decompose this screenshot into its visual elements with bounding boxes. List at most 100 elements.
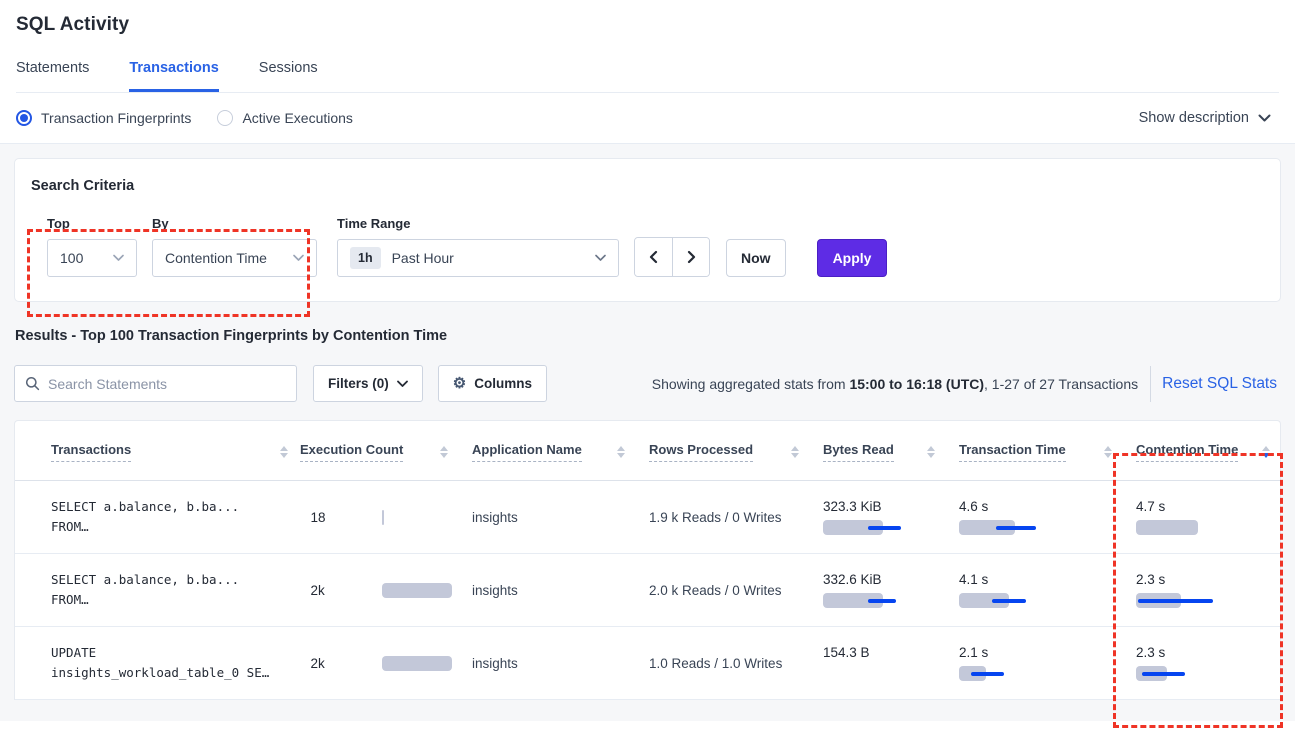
top-select[interactable]: 100	[47, 239, 137, 277]
column-header-label: Rows Processed	[649, 442, 754, 462]
bytes-read-cell: 154.3 B	[823, 645, 959, 681]
transaction-time-cell-value: 2.1 s	[959, 645, 989, 660]
view-mode-radios: Transaction Fingerprints Active Execution…	[16, 110, 353, 126]
now-button[interactable]: Now	[726, 239, 786, 277]
columns-label: Columns	[474, 376, 532, 391]
columns-button[interactable]: ⚙ Columns	[437, 365, 547, 402]
show-description-toggle[interactable]: Show description	[1139, 110, 1271, 126]
sort-up-icon	[1262, 446, 1270, 451]
tab-bar: Statements Transactions Sessions	[16, 60, 1279, 93]
contention-time-cell: 2.3 s	[1136, 645, 1280, 681]
search-icon	[25, 376, 40, 391]
transaction-fingerprint-link[interactable]: SELECT a.balance, b.ba... FROM…	[51, 497, 300, 537]
distribution-bar	[1136, 519, 1236, 535]
table-header-row: Transactions Execution Count Application N…	[15, 421, 1280, 481]
contention-time-cell-value: 4.7 s	[1136, 499, 1166, 514]
view-toggle-row: Transaction Fingerprints Active Execution…	[0, 93, 1295, 144]
execution-count-cell: 2k	[300, 655, 472, 671]
distribution-bar	[381, 509, 462, 525]
radio-circle-icon	[16, 110, 32, 126]
time-range-badge: 1h	[350, 247, 381, 269]
search-statements-input[interactable]	[48, 375, 286, 392]
column-header-transaction-time[interactable]: Transaction Time	[959, 421, 1136, 480]
distribution-bar	[1136, 665, 1236, 681]
chevron-down-icon	[396, 380, 408, 387]
top-select-value: 100	[60, 250, 84, 266]
sort-down-icon	[927, 453, 935, 458]
query-line: FROM…	[51, 592, 89, 607]
transaction-fingerprint-link[interactable]: UPDATE insights_workload_table_0 SE…	[51, 643, 300, 683]
chevron-down-icon	[113, 254, 124, 261]
table-row: SELECT a.balance, b.ba... FROM… 18 insights…	[15, 481, 1280, 554]
radio-transaction-fingerprints[interactable]: Transaction Fingerprints	[16, 110, 191, 126]
column-header-contention-time[interactable]: Contention Time	[1136, 421, 1280, 480]
time-range-label: Time Range	[337, 216, 411, 231]
page-content: Search Criteria Top 100 By Contention Ti…	[0, 144, 1295, 721]
bar-mean	[1136, 520, 1198, 535]
sort-up-icon	[440, 446, 448, 451]
sort-up-icon	[927, 446, 935, 451]
tab-sessions[interactable]: Sessions	[258, 60, 318, 76]
column-header-label: Contention Time	[1136, 442, 1239, 462]
bar-stddev	[971, 672, 1004, 676]
execution-count-cell: 18	[300, 509, 472, 525]
rows-processed-cell: 1.9 k Reads / 0 Writes	[649, 509, 782, 525]
query-line: SELECT a.balance, b.ba...	[51, 499, 240, 514]
distribution-bar	[959, 665, 1059, 681]
query-line: insights_workload_table_0 SE…	[51, 665, 270, 680]
table-body: SELECT a.balance, b.ba... FROM… 18 insights…	[15, 481, 1280, 700]
search-statements-box	[14, 365, 297, 402]
column-header-label: Application Name	[472, 442, 582, 462]
distribution-bar	[381, 655, 462, 671]
column-header-bytes-read[interactable]: Bytes Read	[823, 421, 959, 480]
time-prev-button[interactable]	[635, 238, 672, 276]
bar-mean	[381, 656, 452, 671]
bar-stddev	[1142, 672, 1185, 676]
distribution-bar	[1136, 592, 1236, 608]
apply-button[interactable]: Apply	[816, 239, 888, 277]
aggregated-stats-text: Showing aggregated stats from 15:00 to 1…	[651, 375, 1139, 392]
tab-transactions[interactable]: Transactions	[129, 60, 219, 92]
bytes-read-cell: 323.3 KiB	[823, 499, 959, 535]
sort-icon	[1104, 446, 1112, 458]
contention-time-cell-value: 2.3 s	[1136, 645, 1166, 660]
contention-time-cell: 2.3 s	[1136, 572, 1280, 608]
column-header-rows-processed[interactable]: Rows Processed	[649, 421, 823, 480]
by-select-value: Contention Time	[165, 250, 267, 266]
transaction-fingerprint-link[interactable]: SELECT a.balance, b.ba... FROM…	[51, 570, 300, 610]
chevron-right-icon	[687, 250, 696, 264]
top-label: Top	[47, 216, 70, 231]
distribution-bar	[823, 519, 923, 535]
sort-down-icon	[1104, 453, 1112, 458]
distribution-bar	[381, 582, 462, 598]
transaction-time-cell: 4.6 s	[959, 499, 1136, 535]
sort-down-icon	[280, 453, 288, 458]
filters-button[interactable]: Filters (0)	[313, 365, 423, 402]
by-select[interactable]: Contention Time	[152, 239, 317, 277]
column-header-transactions[interactable]: Transactions	[51, 421, 300, 480]
bytes-read-cell: 332.6 KiB	[823, 572, 959, 608]
bar-stddev	[996, 526, 1036, 530]
sort-down-icon	[617, 453, 625, 458]
divider	[1150, 365, 1152, 402]
radio-label: Transaction Fingerprints	[41, 110, 192, 126]
time-next-button[interactable]	[672, 238, 709, 276]
column-header-application-name[interactable]: Application Name	[472, 421, 649, 480]
sort-icon	[927, 446, 935, 458]
reset-sql-stats-link[interactable]: Reset SQL Stats	[1162, 374, 1277, 392]
sort-up-icon	[617, 446, 625, 451]
radio-active-executions[interactable]: Active Executions	[217, 110, 353, 126]
gear-icon: ⚙	[452, 375, 467, 392]
bytes-read-cell-value: 323.3 KiB	[823, 499, 882, 514]
sort-down-icon	[791, 453, 799, 458]
bytes-read-cell-value: 332.6 KiB	[823, 572, 882, 587]
execution-count-cell: 2k	[300, 582, 472, 598]
bar-mean	[959, 593, 1009, 608]
query-line: SELECT a.balance, b.ba...	[51, 572, 240, 587]
column-header-execution-count[interactable]: Execution Count	[300, 421, 472, 480]
sort-icon	[1262, 446, 1270, 458]
sort-down-icon	[1262, 453, 1270, 458]
tab-statements[interactable]: Statements	[16, 60, 90, 76]
time-range-select[interactable]: 1h Past Hour	[337, 239, 619, 277]
show-description-label: Show description	[1138, 110, 1249, 126]
